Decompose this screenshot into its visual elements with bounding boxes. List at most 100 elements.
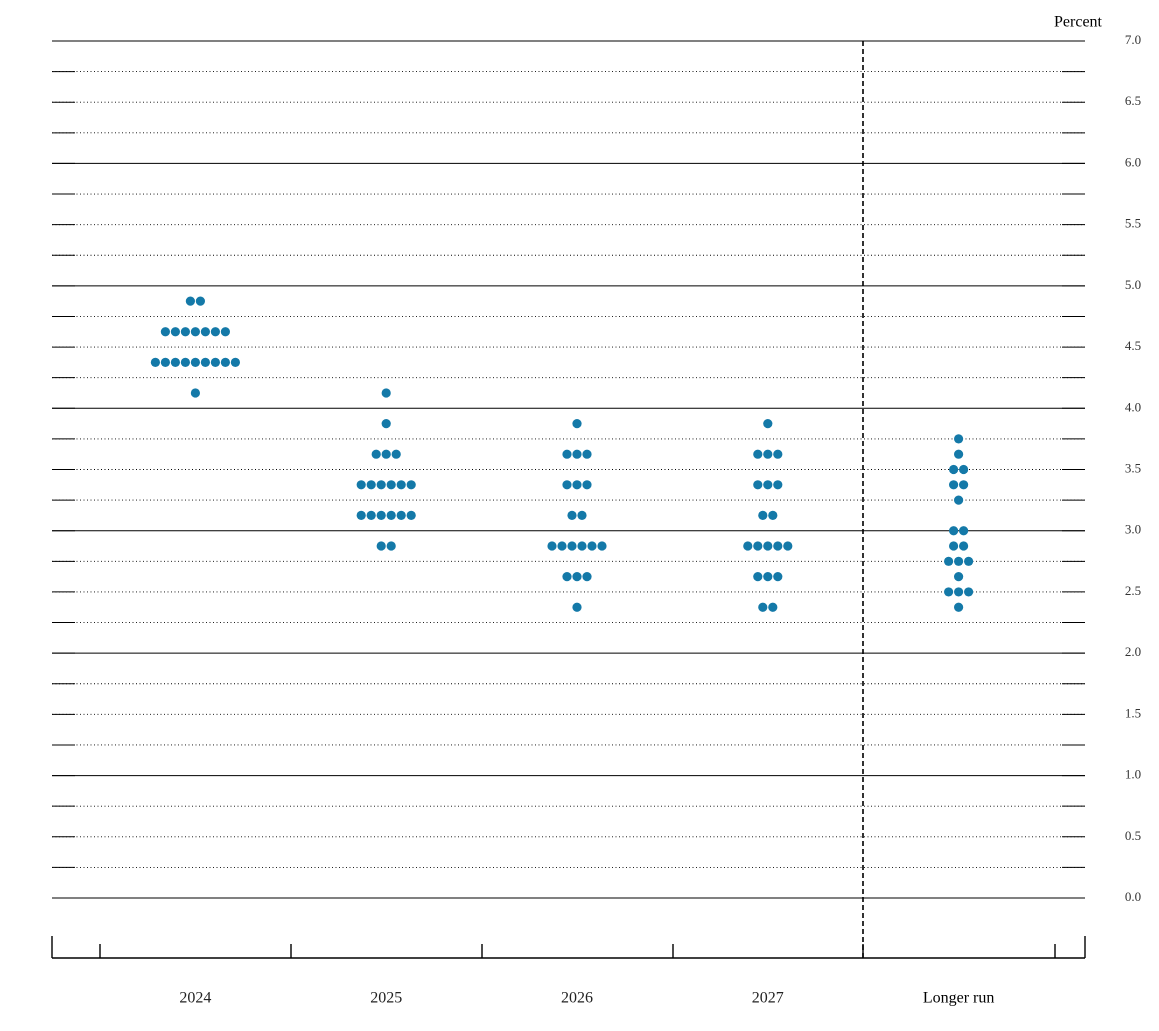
dot <box>773 541 783 551</box>
dot <box>964 556 974 566</box>
y-tick-label: 0.5 <box>1125 828 1141 843</box>
dot <box>773 449 783 459</box>
dot <box>356 480 366 490</box>
y-tick-label: 6.0 <box>1125 154 1141 169</box>
dot <box>949 541 959 551</box>
dot <box>376 541 386 551</box>
dot <box>386 510 396 521</box>
dot <box>753 480 763 490</box>
dot <box>406 480 416 490</box>
dot <box>773 480 783 490</box>
y-tick-label: 7.0 <box>1125 32 1141 47</box>
dot <box>391 449 401 459</box>
dot <box>577 541 587 551</box>
dot <box>190 327 200 337</box>
dot <box>406 510 416 521</box>
y-tick-label: 4.5 <box>1125 338 1141 353</box>
x-axis <box>51 936 1086 959</box>
dot <box>230 357 240 367</box>
dot <box>200 357 210 367</box>
dot <box>773 572 783 582</box>
y-tick-label: 1.5 <box>1125 705 1141 720</box>
y-tick-label: 3.5 <box>1125 460 1141 475</box>
y-tick-label: 5.5 <box>1125 216 1141 231</box>
dot <box>587 541 597 551</box>
dot <box>954 556 964 566</box>
dot <box>180 357 190 367</box>
dot <box>170 327 180 337</box>
x-tick-label: 2026 <box>561 990 593 1007</box>
x-tick-label: 2027 <box>752 990 784 1007</box>
dot <box>220 357 230 367</box>
dot <box>376 480 386 490</box>
dot <box>954 587 964 597</box>
dot <box>200 327 210 337</box>
dot <box>758 602 768 612</box>
dot <box>396 480 406 490</box>
dot <box>768 510 778 521</box>
dot <box>220 327 230 337</box>
y-tick-label: 0.0 <box>1125 889 1141 904</box>
dot <box>949 464 959 475</box>
dot <box>386 480 396 490</box>
dot <box>959 541 969 551</box>
dot <box>753 541 763 551</box>
dot <box>572 572 582 582</box>
dot <box>381 418 391 429</box>
dot <box>949 480 959 490</box>
dot <box>763 541 773 551</box>
dot <box>582 572 592 582</box>
y-axis-label: Percent <box>1054 14 1103 31</box>
dot <box>959 480 969 490</box>
dot <box>949 526 959 536</box>
y-tick-label: 5.0 <box>1125 277 1141 292</box>
dot <box>160 357 170 367</box>
dot <box>753 449 763 459</box>
dot <box>366 480 376 490</box>
dot <box>944 556 954 566</box>
dot <box>567 541 577 551</box>
dot <box>562 449 572 459</box>
x-tick-label: Longer run <box>923 990 995 1007</box>
dot <box>381 388 391 398</box>
y-tick-label: 3.0 <box>1125 522 1141 537</box>
dot <box>582 449 592 459</box>
dot <box>959 464 969 475</box>
dot <box>964 587 974 597</box>
x-tick-label: 2024 <box>179 990 211 1007</box>
dot <box>572 602 582 612</box>
dot <box>547 541 557 551</box>
dot <box>763 449 773 459</box>
dot <box>386 541 396 551</box>
dot <box>371 449 381 459</box>
dot <box>190 388 200 398</box>
dot <box>396 510 406 521</box>
dot <box>768 602 778 612</box>
dot <box>944 587 954 597</box>
dot <box>185 296 195 306</box>
dot <box>572 480 582 490</box>
dot <box>210 327 220 337</box>
dot <box>366 510 376 521</box>
dot <box>959 526 969 536</box>
dot <box>954 449 964 459</box>
dot <box>763 572 773 582</box>
dot <box>954 434 964 444</box>
dot <box>190 357 200 367</box>
dot <box>557 541 567 551</box>
dot <box>195 296 205 306</box>
dot <box>160 327 170 337</box>
y-tick-label: 4.0 <box>1125 399 1141 414</box>
dot <box>572 418 582 429</box>
dot <box>562 480 572 490</box>
dot <box>954 602 964 612</box>
dot <box>180 327 190 337</box>
dot <box>763 480 773 490</box>
dot <box>356 510 366 521</box>
y-tick-label: 6.5 <box>1125 93 1141 108</box>
dot <box>743 541 753 551</box>
y-tick-label: 2.5 <box>1125 583 1141 598</box>
dot <box>783 541 793 551</box>
y-tick-label: 2.0 <box>1125 644 1141 659</box>
